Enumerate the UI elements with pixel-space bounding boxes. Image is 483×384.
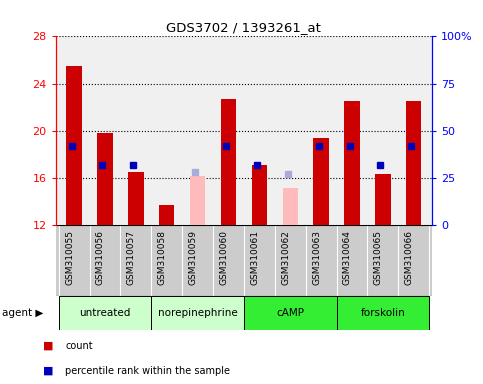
Text: GSM310055: GSM310055 — [65, 230, 74, 285]
Text: GSM310065: GSM310065 — [374, 230, 383, 285]
Text: GSM310056: GSM310056 — [96, 230, 105, 285]
Text: ■: ■ — [43, 366, 54, 376]
Text: GSM310062: GSM310062 — [281, 230, 290, 285]
Text: GSM310066: GSM310066 — [405, 230, 414, 285]
Bar — [406, 101, 422, 225]
Text: forskolin: forskolin — [360, 308, 405, 318]
Text: GSM310058: GSM310058 — [158, 230, 167, 285]
Bar — [128, 172, 143, 225]
Text: GSM310063: GSM310063 — [312, 230, 321, 285]
Bar — [337, 296, 429, 330]
Bar — [313, 137, 329, 225]
Bar — [159, 205, 174, 225]
Text: percentile rank within the sample: percentile rank within the sample — [65, 366, 230, 376]
Text: untreated: untreated — [79, 308, 130, 318]
Bar — [66, 66, 82, 225]
Bar — [344, 101, 360, 225]
Text: norepinephrine: norepinephrine — [158, 308, 238, 318]
Bar — [375, 174, 391, 225]
Text: GSM310064: GSM310064 — [343, 230, 352, 285]
Bar — [190, 176, 205, 225]
Bar — [97, 133, 113, 225]
Title: GDS3702 / 1393261_at: GDS3702 / 1393261_at — [167, 21, 321, 34]
Text: cAMP: cAMP — [276, 308, 304, 318]
Text: ■: ■ — [43, 341, 54, 351]
Bar — [58, 296, 151, 330]
Bar — [244, 296, 337, 330]
Text: count: count — [65, 341, 93, 351]
Text: agent ▶: agent ▶ — [2, 308, 44, 318]
Text: GSM310057: GSM310057 — [127, 230, 136, 285]
Bar — [221, 99, 236, 225]
Text: GSM310061: GSM310061 — [250, 230, 259, 285]
Bar — [283, 188, 298, 225]
Text: GSM310059: GSM310059 — [188, 230, 198, 285]
Bar — [252, 165, 267, 225]
Bar — [151, 296, 244, 330]
Text: GSM310060: GSM310060 — [219, 230, 228, 285]
